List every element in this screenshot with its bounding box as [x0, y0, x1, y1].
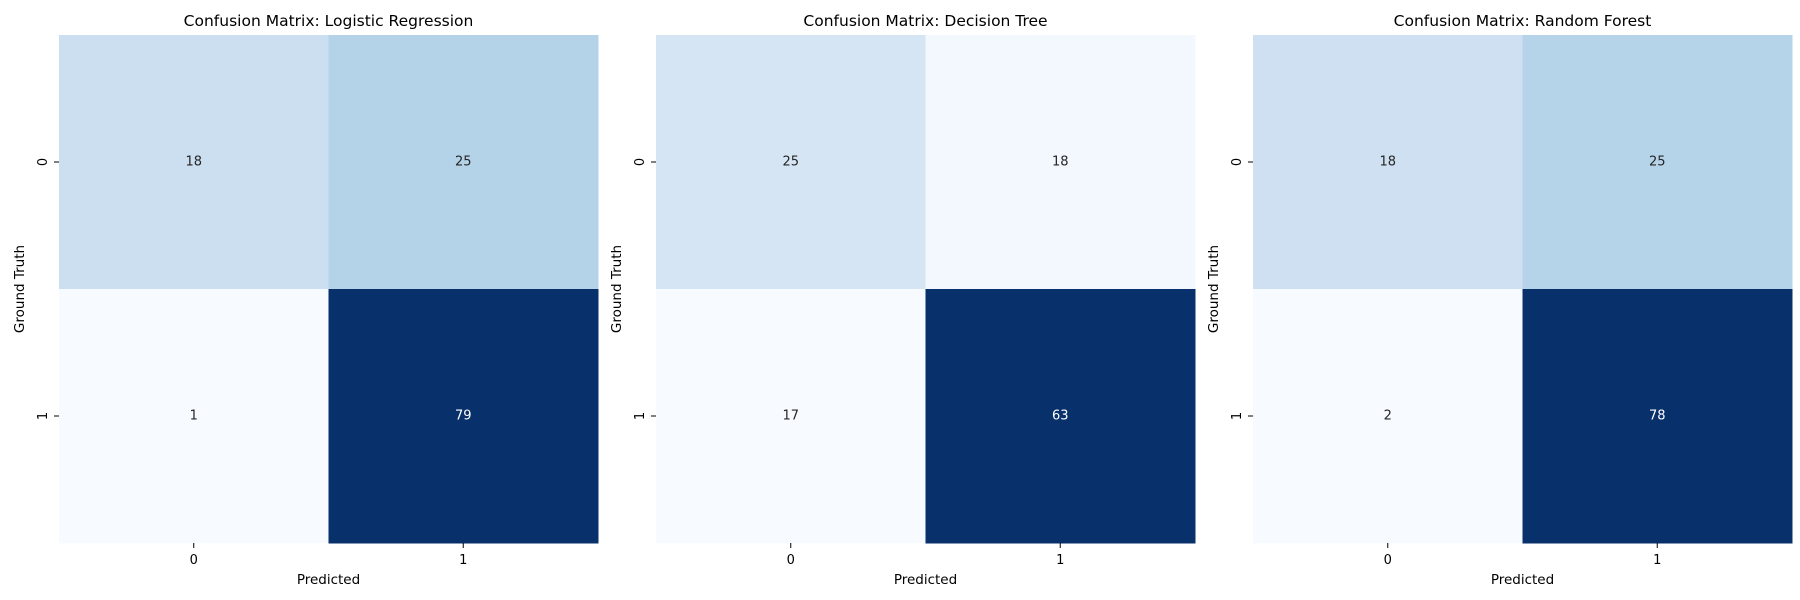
cell-value-label: 25 [455, 155, 472, 170]
chart-title: Confusion Matrix: Random Forest [1394, 12, 1652, 30]
heatmap-cell [656, 35, 926, 290]
heatmap-cell [59, 289, 329, 544]
heatmap-cell [328, 289, 599, 544]
heatmap-cell [1253, 35, 1523, 290]
heatmap-cell [59, 35, 329, 290]
chart-title: Confusion Matrix: Logistic Regression [184, 12, 474, 30]
x-tick-label: 1 [459, 553, 467, 568]
y-tick-label: 0 [1230, 158, 1245, 166]
x-tick-label: 1 [1653, 553, 1661, 568]
heatmap-cell [925, 289, 1196, 544]
cell-value-label: 18 [1379, 155, 1396, 170]
heatmap-panel-1: 25 18 17 63 Confusion Matrix: Decision Tree 0… [609, 12, 1196, 588]
y-axis-label: Ground Truth [12, 245, 28, 333]
x-tick-label: 0 [1384, 553, 1392, 568]
cell-value-label: 18 [1052, 155, 1069, 170]
x-axis-label: Predicted [297, 572, 360, 588]
cell-value-label: 78 [1649, 409, 1666, 424]
cell-value-label: 25 [782, 155, 799, 170]
cell-value-label: 79 [455, 409, 472, 424]
cell-value-label: 1 [190, 409, 198, 424]
y-axis-label: Ground Truth [1206, 245, 1222, 333]
y-tick-label: 1 [1230, 412, 1245, 420]
heatmap-cell [328, 35, 599, 290]
x-tick-label: 1 [1056, 553, 1064, 568]
cell-value-label: 17 [782, 409, 799, 424]
x-tick-label: 0 [190, 553, 198, 568]
x-axis-label: Predicted [894, 572, 957, 588]
y-tick-label: 1 [633, 412, 648, 420]
x-tick-label: 0 [787, 553, 795, 568]
y-tick-label: 0 [633, 158, 648, 166]
cell-value-label: 63 [1052, 409, 1069, 424]
y-tick-label: 1 [36, 412, 51, 420]
cell-value-label: 25 [1649, 155, 1666, 170]
cell-value-label: 18 [185, 155, 202, 170]
x-axis-label: Predicted [1491, 572, 1554, 588]
heatmap-cell [656, 289, 926, 544]
y-axis-label: Ground Truth [609, 245, 625, 333]
heatmap-panel-0: 18 25 1 79 Confusion Matrix: Logistic Regres… [12, 12, 599, 588]
heatmap-cell [1522, 289, 1793, 544]
cell-value-label: 2 [1384, 409, 1392, 424]
chart-title: Confusion Matrix: Decision Tree [803, 12, 1047, 30]
heatmap-cell [1522, 35, 1793, 290]
heatmap-panel-2: 18 25 2 78 Confusion Matrix: Random Forest 0 1… [1206, 12, 1793, 588]
heatmap-cell [925, 35, 1196, 290]
y-tick-label: 0 [36, 158, 51, 166]
heatmap-cell [1253, 289, 1523, 544]
